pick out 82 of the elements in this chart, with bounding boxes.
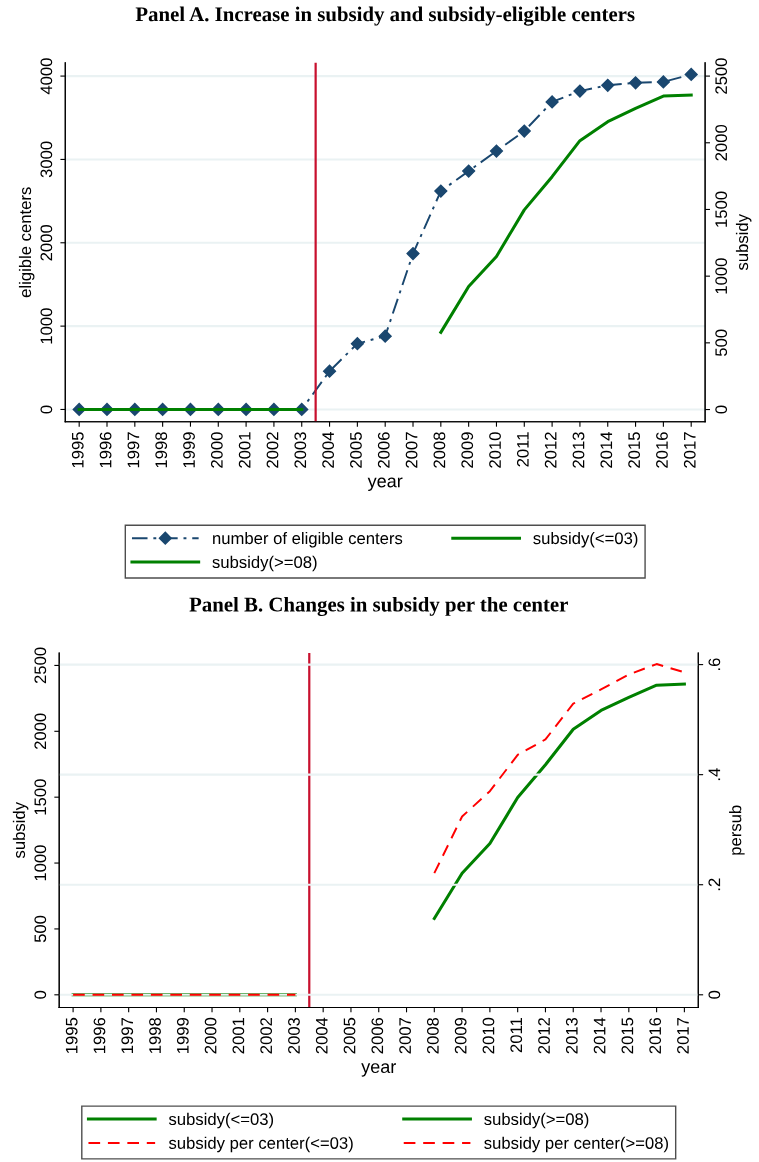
x-tick-label: 2008 <box>426 1017 439 1054</box>
y-tick-label: 0 <box>34 990 47 999</box>
x-tick-label: 2001 <box>238 432 251 468</box>
x-tick-label: 2006 <box>377 432 390 468</box>
x-tick-label: 2006 <box>371 1017 384 1054</box>
x-tick-label: 1996 <box>99 432 112 468</box>
y-axis-title: eligible centers <box>18 187 35 298</box>
x-tick-label: 2013 <box>565 1017 578 1054</box>
y2-axis-title: subsidy <box>735 214 752 271</box>
y-tick-label: 2000 <box>40 224 53 261</box>
y2-tick-label: 2500 <box>715 58 728 94</box>
x-tick-label: 1998 <box>155 432 168 468</box>
x-tick-label: 2002 <box>266 432 279 468</box>
y-tick-label: 2500 <box>34 647 47 684</box>
y-tick-label: 0 <box>40 405 53 414</box>
x-tick-label: 2004 <box>322 432 335 468</box>
x-tick-label: 2001 <box>232 1017 245 1054</box>
y-tick-label: 1500 <box>34 779 47 815</box>
y-tick-label: 2000 <box>34 713 47 749</box>
x-tick-label: 2009 <box>461 432 474 468</box>
x-tick-label: 1997 <box>127 432 140 468</box>
x-tick-label: 2012 <box>538 1018 550 1054</box>
y-tick-label: 500 <box>34 915 47 943</box>
legend-label: subsidy per center(<=03) <box>168 1136 353 1153</box>
x-tick-label: 2000 <box>204 1017 217 1054</box>
x-tick-label: 2014 <box>593 1017 606 1054</box>
y2-tick-label: 2000 <box>715 124 728 161</box>
x-tick-label: 1995 <box>65 1017 78 1053</box>
y2-tick-label: 1500 <box>715 191 728 227</box>
x-tick-label: 2008 <box>433 432 446 468</box>
y2-tick-label: .6 <box>708 658 721 671</box>
x-tick-label: 2007 <box>405 432 418 468</box>
y-tick-label: 1000 <box>34 845 47 881</box>
x-tick-label: 2016 <box>656 432 668 468</box>
x-tick-label: 2010 <box>489 432 501 468</box>
legend-label: subsidy(>=08) <box>484 1112 589 1129</box>
y2-axis-title: persub <box>729 805 745 855</box>
legend-label: subsidy(>=08) <box>212 555 317 572</box>
x-tick-label: 2010 <box>482 1017 495 1054</box>
x-tick-label: 2003 <box>294 432 307 468</box>
y2-tick-label: 500 <box>715 329 728 357</box>
x-tick-label: 2003 <box>288 1017 300 1054</box>
y2-tick-label: 1000 <box>715 258 728 294</box>
x-tick-label: 2017 <box>677 1018 689 1054</box>
chart-title: Panel B. Changes in subsidy per the center <box>189 596 568 616</box>
x-tick-label: 2016 <box>649 1017 662 1054</box>
x-tick-label: 2007 <box>399 1018 411 1054</box>
y2-tick-label: 0 <box>715 405 728 414</box>
x-tick-label: 1999 <box>176 1017 189 1053</box>
y-tick-label: 4000 <box>40 58 53 95</box>
y2-tick-label: 0 <box>708 990 721 999</box>
x-tick-label: 2011 <box>516 432 529 467</box>
x-tick-label: 2004 <box>315 1017 328 1054</box>
legend-label: subsidy(<=03) <box>168 1112 274 1129</box>
chart-title: Panel A. Increase in subsidy and subsidy-eligible centers <box>135 6 635 26</box>
x-tick-label: 2014 <box>600 432 613 468</box>
x-tick-label: 2015 <box>621 1017 634 1054</box>
x-axis-title: year <box>367 477 403 491</box>
x-tick-label: 2005 <box>343 1017 356 1054</box>
x-tick-label: 2009 <box>454 1017 467 1054</box>
y-axis-title: subsidy <box>12 802 29 859</box>
x-tick-label: 2012 <box>544 432 557 468</box>
x-tick-label: 2002 <box>260 1018 273 1054</box>
x-tick-label: 1996 <box>93 1017 106 1053</box>
y-tick-label: 3000 <box>40 141 53 178</box>
x-axis-title: year <box>361 1063 396 1077</box>
legend-label: number of eligible centers <box>213 531 403 548</box>
y-tick-label: 1000 <box>40 308 53 344</box>
x-tick-label: 2017 <box>683 432 696 468</box>
x-tick-label: 1995 <box>71 432 84 468</box>
y2-tick-label: .4 <box>708 768 721 781</box>
x-tick-label: 1997 <box>121 1018 134 1053</box>
x-tick-label: 1998 <box>149 1017 161 1053</box>
x-tick-label: 2015 <box>628 432 641 468</box>
x-tick-label: 2011 <box>510 1017 523 1053</box>
x-tick-label: 2005 <box>350 432 362 468</box>
x-tick-label: 2000 <box>210 432 223 468</box>
x-tick-label: 1999 <box>183 432 195 468</box>
legend-label: subsidy(<=03) <box>533 531 638 548</box>
legend-label: subsidy per center(>=08) <box>484 1136 668 1153</box>
y2-tick-label: .2 <box>708 878 721 891</box>
x-tick-label: 2013 <box>572 432 585 468</box>
